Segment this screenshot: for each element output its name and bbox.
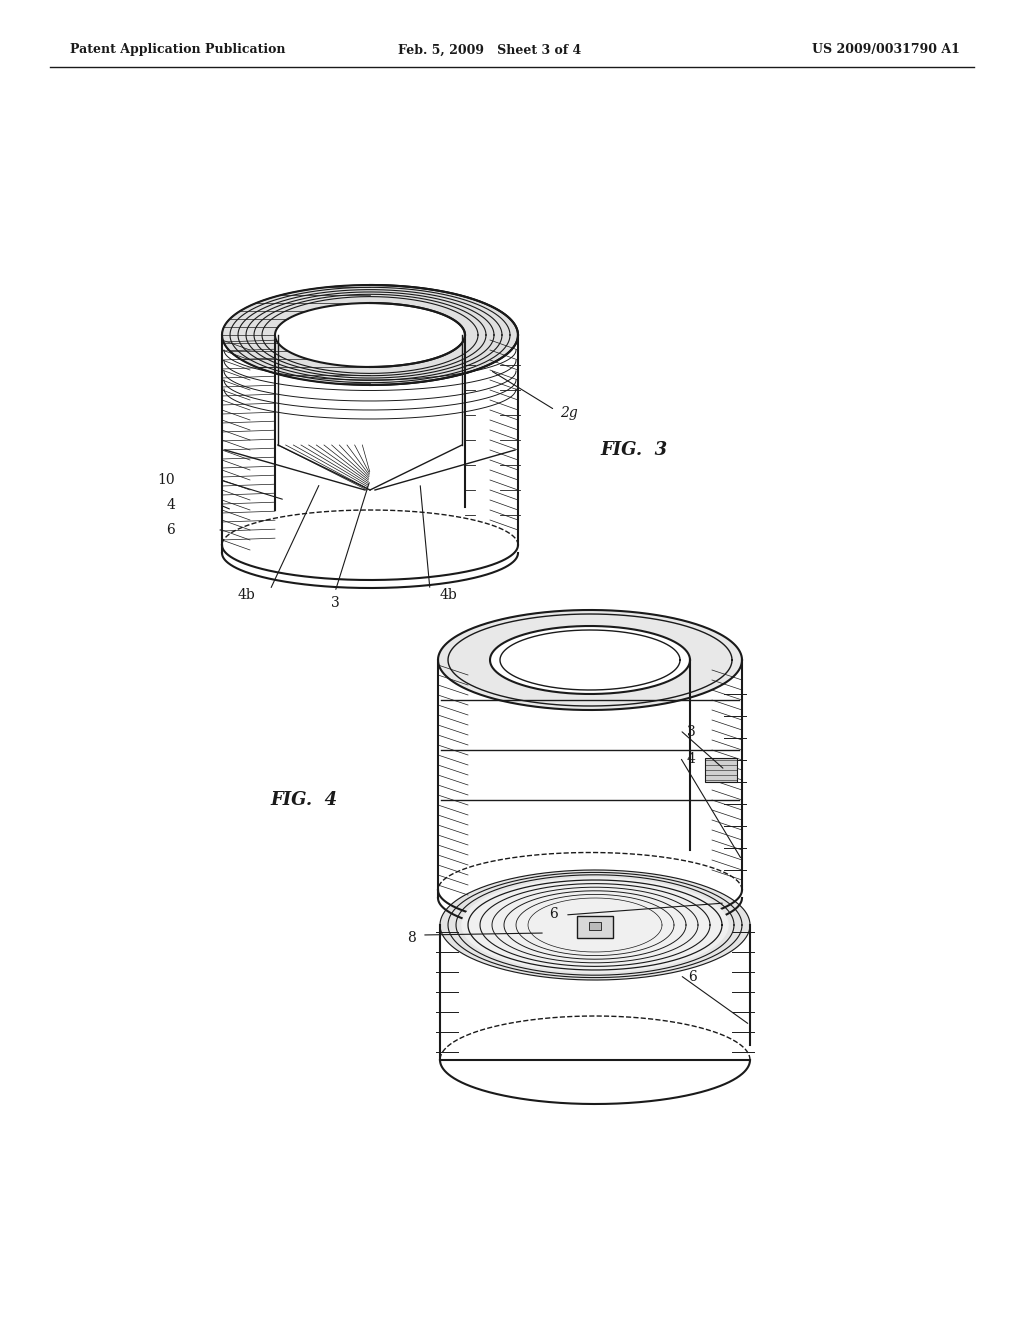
Bar [705,758,737,781]
Text: 4: 4 [687,752,696,766]
Polygon shape [462,878,728,972]
Polygon shape [222,285,518,385]
Bar [577,916,613,939]
Text: 10: 10 [158,473,175,487]
Text: 6: 6 [549,907,558,921]
Text: 3: 3 [331,597,339,610]
Text: 4b: 4b [440,587,458,602]
Text: FIG.  3: FIG. 3 [600,441,667,459]
Text: 6: 6 [166,523,175,537]
Text: 4: 4 [166,498,175,512]
Text: 3: 3 [687,725,695,739]
Text: Patent Application Publication: Patent Application Publication [70,44,286,57]
Text: 4b: 4b [238,587,255,602]
Polygon shape [490,626,690,694]
Polygon shape [440,870,750,979]
Text: Feb. 5, 2009   Sheet 3 of 4: Feb. 5, 2009 Sheet 3 of 4 [398,44,582,57]
Text: 8: 8 [408,931,416,945]
Text: 6: 6 [688,970,696,983]
Text: US 2009/0031790 A1: US 2009/0031790 A1 [812,44,961,57]
Polygon shape [438,610,742,710]
Text: 2g: 2g [560,407,578,420]
Polygon shape [275,304,465,367]
Bar [589,921,601,931]
Text: FIG.  4: FIG. 4 [270,791,337,809]
